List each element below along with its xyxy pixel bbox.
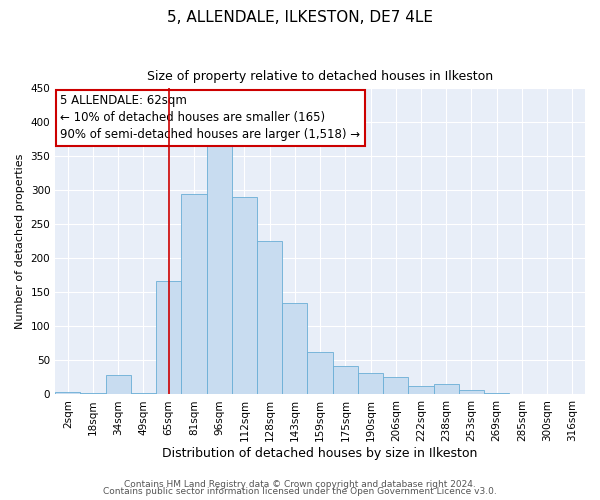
Bar — [232, 197, 257, 394]
Bar — [131, 393, 156, 394]
Title: Size of property relative to detached houses in Ilkeston: Size of property relative to detached ho… — [147, 70, 493, 83]
Bar — [80, 393, 106, 394]
Bar — [156, 281, 181, 394]
Text: Contains public sector information licensed under the Open Government Licence v3: Contains public sector information licen… — [103, 487, 497, 496]
Bar — [282, 302, 307, 394]
X-axis label: Distribution of detached houses by size in Ilkeston: Distribution of detached houses by size … — [163, 447, 478, 460]
Bar — [409, 386, 434, 394]
Bar — [459, 390, 484, 394]
Y-axis label: Number of detached properties: Number of detached properties — [15, 154, 25, 329]
Bar — [206, 143, 232, 395]
Bar — [434, 384, 459, 394]
Text: 5 ALLENDALE: 62sqm
← 10% of detached houses are smaller (165)
90% of semi-detach: 5 ALLENDALE: 62sqm ← 10% of detached hou… — [61, 94, 361, 142]
Bar — [358, 374, 383, 394]
Bar — [332, 366, 358, 394]
Bar — [181, 194, 206, 394]
Bar — [106, 374, 131, 394]
Text: Contains HM Land Registry data © Crown copyright and database right 2024.: Contains HM Land Registry data © Crown c… — [124, 480, 476, 489]
Bar — [484, 393, 509, 394]
Bar — [55, 392, 80, 394]
Bar — [383, 378, 409, 394]
Bar — [307, 352, 332, 395]
Text: 5, ALLENDALE, ILKESTON, DE7 4LE: 5, ALLENDALE, ILKESTON, DE7 4LE — [167, 10, 433, 25]
Bar — [257, 242, 282, 394]
